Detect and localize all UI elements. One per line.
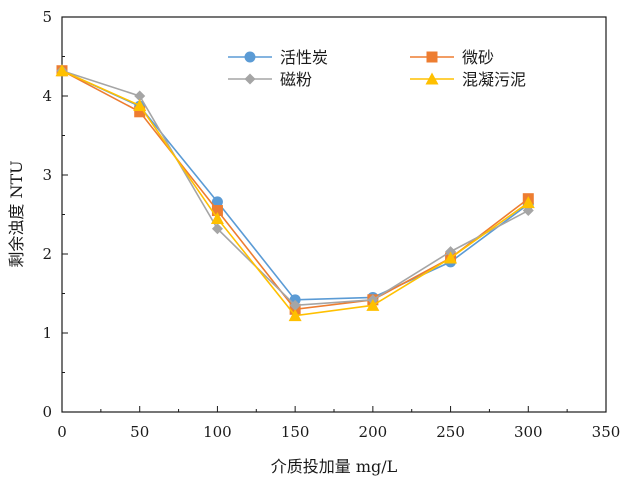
data-point — [134, 90, 146, 102]
series-1 — [56, 65, 534, 306]
y-tick-label: 0 — [42, 403, 52, 421]
x-tick-label: 150 — [281, 423, 310, 441]
legend-marker — [244, 51, 256, 63]
series-line — [61, 70, 529, 311]
legend-item: 微砂 — [410, 48, 494, 67]
y-tick-label: 5 — [42, 8, 52, 26]
y-tick-label: 3 — [42, 166, 52, 184]
legend-label: 活性炭 — [280, 48, 328, 67]
data-point — [366, 298, 380, 311]
series-3 — [56, 65, 534, 311]
data-point — [133, 98, 147, 111]
data-point — [134, 106, 146, 118]
data-point — [444, 251, 458, 264]
x-axis-title: 介质投加量 mg/L — [271, 457, 398, 476]
axes: 0 50 100 150 200 250 300 350 0 1 2 3 4 5 — [42, 8, 620, 441]
legend-item: 活性炭 — [228, 48, 328, 67]
legend-label: 混凝污泥 — [462, 70, 526, 89]
data-point — [211, 196, 223, 208]
legend-label: 微砂 — [462, 48, 494, 67]
series-line — [61, 69, 529, 307]
y-tick-label: 1 — [42, 324, 52, 342]
x-tick-label: 200 — [359, 423, 388, 441]
y-tick-label: 2 — [42, 245, 52, 263]
data-point — [288, 309, 302, 322]
legend-item: 磁粉 — [228, 70, 312, 89]
x-tick-label: 100 — [203, 423, 232, 441]
y-tick-label: 4 — [42, 87, 52, 105]
legend-item: 混凝污泥 — [410, 70, 526, 89]
legend-marker — [244, 73, 256, 85]
series-group — [55, 64, 535, 322]
data-point — [211, 205, 223, 217]
series-2 — [56, 65, 534, 315]
x-tick-label: 50 — [130, 423, 149, 441]
series-line — [61, 69, 529, 301]
data-point — [55, 64, 69, 77]
legend-marker — [426, 51, 438, 63]
data-point — [210, 211, 224, 224]
x-tick-label: 350 — [592, 423, 621, 441]
data-point — [211, 223, 223, 235]
legend-label: 磁粉 — [280, 70, 312, 89]
x-tick-label: 0 — [57, 423, 67, 441]
x-tick-label: 300 — [514, 423, 543, 441]
series-4 — [55, 64, 535, 322]
x-tick-label: 250 — [436, 423, 465, 441]
data-point — [521, 196, 535, 209]
legend-marker — [425, 72, 439, 85]
y-axis-title: 剩余浊度 NTU — [7, 160, 26, 267]
data-point — [289, 299, 301, 311]
